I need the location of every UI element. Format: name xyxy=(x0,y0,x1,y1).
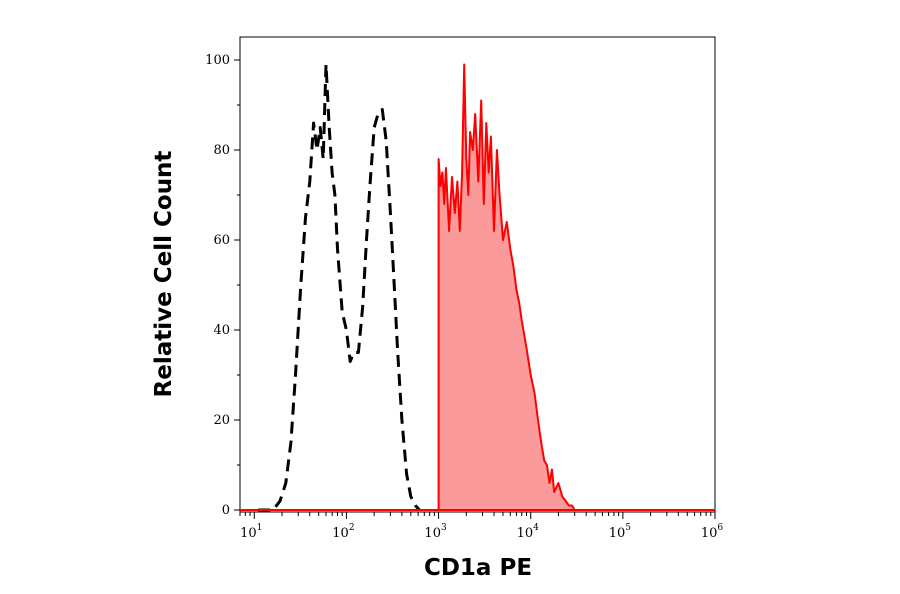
x-tick-base: 10 xyxy=(701,526,718,541)
x-tick-base: 10 xyxy=(240,526,257,541)
x-axis-title: CD1a PE xyxy=(424,555,532,581)
x-tick-exponent: 5 xyxy=(625,523,631,533)
x-tick-exponent: 6 xyxy=(717,523,723,533)
y-tick-label: 100 xyxy=(205,53,230,68)
x-tick-exponent: 3 xyxy=(441,523,447,533)
series-layer xyxy=(240,63,715,512)
x-tick-label: 104 xyxy=(517,523,540,541)
x-tick-exponent: 4 xyxy=(533,523,539,533)
series-0-line xyxy=(258,63,421,512)
y-tick-label: 80 xyxy=(213,143,230,158)
x-tick-label: 101 xyxy=(240,523,262,541)
y-tick-label: 60 xyxy=(213,233,230,248)
x-tick-label: 103 xyxy=(424,523,447,541)
y-tick-label: 40 xyxy=(213,323,230,338)
x-tick-base: 10 xyxy=(609,526,626,541)
x-axis: 101 102 103 104 105 106 xyxy=(239,512,724,541)
x-tick-label: 106 xyxy=(701,523,724,541)
x-tick-exponent: 2 xyxy=(349,523,355,533)
y-axis: 0 20 40 60 80 100 xyxy=(205,53,240,518)
plot-frame xyxy=(239,36,716,513)
x-tick-base: 10 xyxy=(424,526,441,541)
x-tick-exponent: 1 xyxy=(257,523,263,533)
y-axis-title: Relative Cell Count xyxy=(151,151,177,398)
x-tick-label: 102 xyxy=(332,523,354,541)
series-1-area xyxy=(438,64,580,510)
series-1-line xyxy=(437,63,580,511)
x-tick-label: 105 xyxy=(609,523,632,541)
x-tick-base: 10 xyxy=(332,526,349,541)
y-tick-label: 0 xyxy=(222,503,230,518)
y-tick-label: 20 xyxy=(213,413,230,428)
x-tick-base: 10 xyxy=(517,526,534,541)
